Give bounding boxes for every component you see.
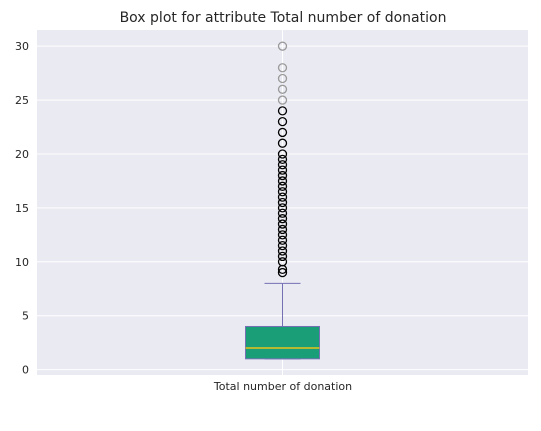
y-tick-label: 5 (22, 310, 29, 323)
x-category-label: Total number of donation (213, 380, 352, 393)
outlier-point (277, 181, 288, 191)
outlier-point (277, 138, 288, 148)
y-tick-labels: 0 5 10 15 20 25 30 (15, 40, 29, 376)
box-group (245, 282, 320, 360)
outlier-point (277, 165, 288, 175)
outlier-point (277, 230, 288, 240)
y-tick-label: 20 (15, 148, 29, 161)
outlier-point (277, 176, 288, 186)
outlier-point (277, 170, 288, 181)
outlier-point (277, 224, 288, 235)
chart-title: Box plot for attribute Total number of d… (120, 10, 447, 26)
outlier-point (277, 192, 288, 202)
outlier-point (277, 116, 288, 127)
y-tick-label: 10 (15, 256, 29, 269)
outlier-point (277, 149, 288, 159)
outlier-point (277, 235, 288, 245)
outlier-point (277, 219, 288, 229)
outlier-point (277, 246, 288, 256)
outlier-point (277, 41, 288, 51)
box-iqr (245, 325, 320, 360)
outlier-point (277, 73, 288, 84)
outlier-point (277, 257, 288, 267)
outlier-point (277, 160, 288, 170)
outlier-point (277, 106, 288, 116)
outlier-points (277, 41, 288, 278)
outlier-point (277, 197, 288, 208)
outlier-point (277, 187, 288, 197)
outlier-point (277, 95, 288, 105)
y-tick-label: 30 (15, 40, 29, 53)
y-tick-label: 15 (15, 202, 29, 215)
outlier-point (277, 208, 288, 218)
outlier-point (277, 84, 288, 94)
outlier-point (277, 154, 288, 165)
outlier-point (277, 127, 288, 138)
outlier-point (277, 214, 288, 224)
outlier-point (277, 63, 288, 73)
y-tick-label: 0 (22, 364, 29, 377)
outlier-point (277, 267, 288, 278)
outlier-point (277, 251, 288, 262)
outlier-point (277, 203, 288, 213)
y-tick-label: 25 (15, 94, 29, 107)
outlier-point (277, 240, 288, 251)
